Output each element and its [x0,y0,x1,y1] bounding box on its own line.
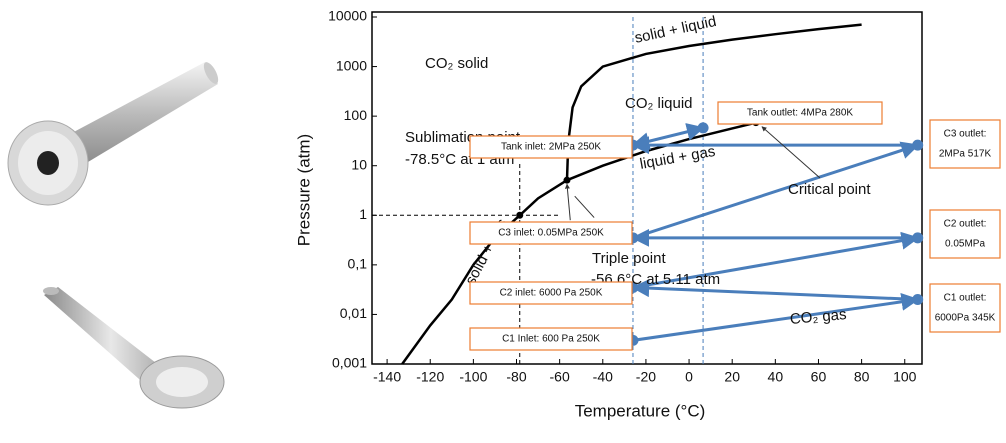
point-label: 0.05MPa [945,239,985,250]
x-tick-label: 60 [811,369,827,385]
operating-point [912,140,923,151]
annotation: Triple point [592,250,666,267]
phase-point [563,177,570,184]
point-label: C3 outlet: [944,129,987,140]
page: {"chart_data": { "type": "line", "x_labe… [0,0,1006,438]
x-tick-label: -80 [506,369,526,385]
plot: -140 -120 -100 -80 -60 -40 -20 0 20 40 60 80 100 0,00… [328,8,1000,385]
figure: Temperature (°C) Pressure (atm) -140 -120… [0,0,1006,438]
x-tick-label: -60 [550,369,570,385]
part-photo-top [8,60,221,205]
x-tick-label: 40 [768,369,784,385]
part-photo-bottom [43,287,224,408]
point-label: C1 outlet: [944,293,987,304]
x-tick-label: -140 [373,369,401,385]
point-label-box [930,120,1000,168]
leader [575,196,594,217]
y-tick-label: 100 [344,107,368,123]
process-arrow [633,287,918,299]
x-tick-label: -100 [459,369,487,385]
point-label: 6000Pa 345K [935,313,996,324]
phase-point [516,212,523,219]
x-tick-label: 100 [893,369,917,385]
point-label: C1 Inlet: 600 Pa 250K [502,334,600,345]
point-label: C3 inlet: 0.05MPa 250K [498,228,604,239]
y-tick-label: 10000 [328,8,367,24]
operating-point [912,294,923,305]
region-label: CO₂ liquid [625,95,693,112]
x-tick-label: 20 [724,369,740,385]
x-tick-label: 80 [854,369,870,385]
y-tick-label: 10 [351,156,367,172]
point-label: Tank outlet: 4MPa 280K [747,108,854,119]
point-label-box [930,284,1000,332]
annotation: Critical point [788,181,871,198]
process-arrow [633,300,918,341]
y-tick-label: 0,1 [348,256,368,272]
leader [762,127,820,178]
y-tick-label: 0,01 [340,305,367,321]
point-label: Tank inlet: 2MPa 250K [501,142,601,153]
x-tick-label: -120 [416,369,444,385]
y-tick-label: 0,001 [332,355,367,371]
x-axis-label: Temperature (°C) [575,401,706,420]
operating-point [912,232,923,243]
process-arrow [633,128,703,145]
point-label: C2 inlet: 6000 Pa 250K [500,288,603,299]
leader [567,184,570,220]
region-label: solid + liquid [633,13,718,47]
x-tick-label: -40 [593,369,613,385]
region-label: CO₂ gas [789,306,847,328]
x-tick-label: 0 [685,369,693,385]
y-axis-label: Pressure (atm) [294,134,313,246]
y-tick-label: 1000 [336,57,367,73]
y-tick-label: 1 [359,206,367,222]
point-label: 2MPa 517K [939,149,992,160]
region-label: liquid + gas [638,143,716,173]
operating-point [698,122,709,133]
region-label: CO₂ solid [425,55,488,72]
x-tick-label: -20 [636,369,656,385]
point-label-box [930,210,1000,258]
point-label: C2 outlet: [944,219,987,230]
